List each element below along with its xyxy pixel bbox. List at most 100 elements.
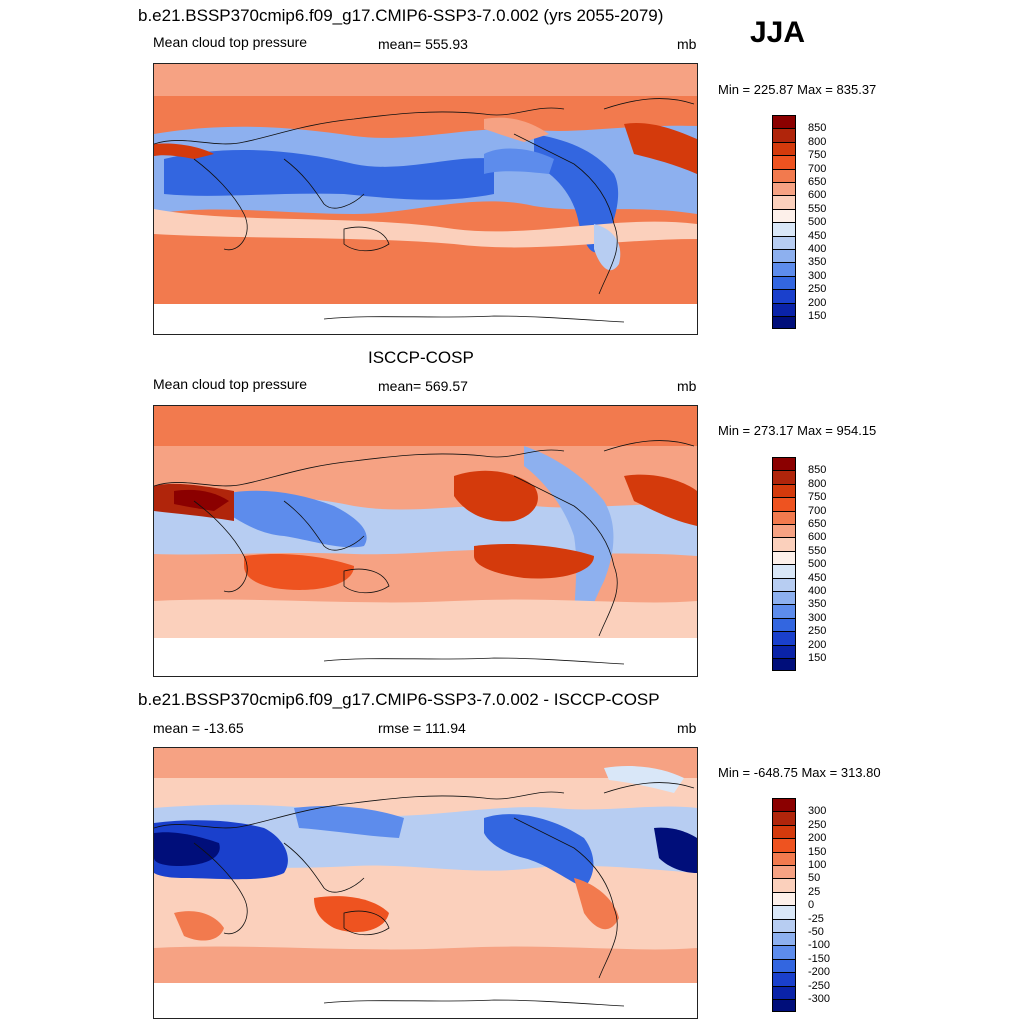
panel-3-map-field — [154, 748, 697, 1018]
colorbar-swatch — [772, 617, 796, 632]
colorbar-label: 350 — [808, 598, 827, 611]
colorbar-label: 850 — [808, 122, 827, 135]
colorbar-swatch — [772, 824, 796, 839]
colorbar-swatch — [772, 262, 796, 276]
colorbar-swatch — [772, 918, 796, 932]
colorbar-label: 400 — [808, 585, 827, 597]
colorbar-label: 150 — [808, 845, 827, 858]
panel-3-mean-label: mean = -13.65 — [153, 720, 244, 736]
colorbar-label: 300 — [808, 805, 827, 818]
colorbar-label: 200 — [808, 296, 827, 309]
colorbar-label: 750 — [808, 149, 827, 162]
panel-1-colorbar: 850 800 750 700 650 600 550 500 450 400 350 300 250 2… — [772, 115, 852, 330]
colorbar-swatch — [772, 798, 796, 812]
colorbar-swatch — [772, 631, 796, 645]
colorbar-swatch — [772, 932, 796, 946]
colorbar-label: 800 — [808, 477, 827, 490]
panel-1-minmax-label: Min = 225.87 Max = 835.37 — [718, 82, 877, 97]
colorbar-label: 50 — [808, 872, 821, 885]
panel-1-variable-label: Mean cloud top pressure — [153, 34, 308, 50]
colorbar-swatch — [772, 524, 796, 538]
panel-2-variable-label: Mean cloud top pressure — [153, 376, 308, 392]
colorbar-swatch — [772, 302, 796, 316]
colorbar-swatch — [772, 577, 796, 591]
colorbar-swatch — [772, 564, 796, 578]
colorbar-swatch — [772, 972, 796, 986]
panel-3-map — [153, 747, 698, 1019]
colorbar-swatch — [772, 457, 796, 471]
colorbar-swatch — [772, 470, 796, 484]
colorbar-swatch — [772, 985, 796, 999]
colorbar-label: 750 — [808, 491, 827, 504]
colorbar-label: -100 — [808, 939, 831, 952]
panel-3-rmse-label: rmse = 111.94 — [378, 720, 466, 736]
colorbar-label: 300 — [808, 611, 827, 624]
colorbar-swatch — [772, 851, 796, 865]
panel-2-minmax-label: Min = 273.17 Max = 954.15 — [718, 423, 877, 438]
colorbar-swatch — [772, 141, 796, 156]
colorbar-swatch — [772, 289, 796, 303]
colorbar-label: 800 — [808, 135, 827, 148]
colorbar-swatch — [772, 958, 796, 973]
colorbar-label: 500 — [808, 216, 827, 229]
colorbar-label: 350 — [808, 256, 827, 269]
panel-3-title: b.e21.BSSP370cmip6.f09_g17.CMIP6-SSP3-7.… — [138, 690, 660, 709]
panel-2-map-field — [154, 406, 697, 676]
colorbar-swatch — [772, 208, 796, 223]
colorbar-label: 250 — [808, 283, 827, 296]
panel-2-units-label: mb — [677, 378, 697, 394]
colorbar-label: 200 — [808, 638, 827, 651]
colorbar-swatch — [772, 235, 796, 249]
colorbar-swatch — [772, 483, 796, 498]
colorbar-label: 400 — [808, 243, 827, 255]
colorbar-label: 250 — [808, 818, 827, 831]
colorbar-label: 300 — [808, 269, 827, 282]
panel-1-mean-label: mean= 555.93 — [378, 36, 468, 52]
colorbar-label: 200 — [808, 832, 827, 845]
colorbar-swatch — [772, 155, 796, 169]
colorbar-swatch — [772, 222, 796, 236]
colorbar-label: 600 — [808, 189, 827, 202]
colorbar-swatch — [772, 249, 796, 263]
panel-1-units-label: mb — [677, 36, 697, 52]
colorbar-label: 650 — [808, 176, 827, 188]
panel-1-map-field — [154, 64, 697, 334]
colorbar-label: 700 — [808, 504, 827, 517]
colorbar-swatch — [772, 999, 796, 1013]
colorbar-swatch — [772, 195, 796, 209]
colorbar-label: -150 — [808, 952, 831, 965]
panel-3-units-label: mb — [677, 720, 697, 736]
colorbar-swatch — [772, 905, 796, 919]
colorbar-swatch — [772, 811, 796, 825]
panel-1-title: b.e21.BSSP370cmip6.f09_g17.CMIP6-SSP3-7.… — [138, 6, 664, 25]
colorbar-label: -50 — [808, 926, 824, 938]
colorbar-label: 500 — [808, 558, 827, 571]
season-label: JJA — [750, 16, 806, 49]
colorbar-swatch — [772, 537, 796, 551]
colorbar-swatch — [772, 838, 796, 852]
colorbar-label: 100 — [808, 859, 827, 871]
colorbar-label: 700 — [808, 162, 827, 175]
colorbar-label: 550 — [808, 544, 827, 557]
colorbar-swatch — [772, 115, 796, 129]
colorbar-label: 250 — [808, 625, 827, 638]
colorbar-swatch — [772, 945, 796, 959]
colorbar-label: 150 — [808, 310, 827, 322]
colorbar-label: 450 — [808, 571, 827, 584]
colorbar-swatch — [772, 128, 796, 142]
colorbar-swatch — [772, 891, 796, 906]
colorbar-swatch — [772, 658, 796, 672]
colorbar-label: 25 — [808, 885, 821, 898]
colorbar-label: -300 — [808, 993, 831, 1005]
panel-3-colorbar: 300 250 200 150 100 50 25 0 -25 -50 -100 -150 -200 -2… — [772, 798, 852, 1013]
colorbar-swatch — [772, 591, 796, 605]
colorbar-swatch — [772, 275, 796, 290]
colorbar-swatch — [772, 316, 796, 330]
colorbar-label: -25 — [808, 912, 824, 925]
colorbar-swatch — [772, 550, 796, 565]
colorbar-swatch — [772, 168, 796, 182]
panel-2-mean-label: mean= 569.57 — [378, 378, 468, 394]
colorbar-swatch — [772, 644, 796, 658]
colorbar-swatch — [772, 865, 796, 879]
colorbar-swatch — [772, 497, 796, 511]
